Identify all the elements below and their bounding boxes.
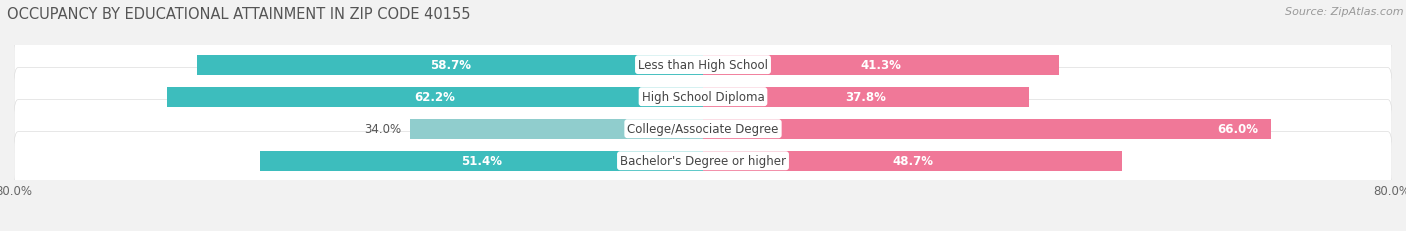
Text: OCCUPANCY BY EDUCATIONAL ATTAINMENT IN ZIP CODE 40155: OCCUPANCY BY EDUCATIONAL ATTAINMENT IN Z… [7,7,471,22]
Text: 58.7%: 58.7% [430,59,471,72]
FancyBboxPatch shape [14,100,1392,158]
Bar [703,55,1059,75]
Bar [703,119,1271,139]
FancyBboxPatch shape [14,132,1392,190]
Text: 62.2%: 62.2% [415,91,456,104]
Bar [167,87,703,107]
Text: 48.7%: 48.7% [893,155,934,167]
Text: College/Associate Degree: College/Associate Degree [627,123,779,136]
Bar [197,55,703,75]
FancyBboxPatch shape [14,68,1392,126]
FancyBboxPatch shape [14,36,1392,94]
Text: Less than High School: Less than High School [638,59,768,72]
Bar [703,87,1029,107]
Bar [260,151,703,171]
Text: 66.0%: 66.0% [1218,123,1258,136]
Text: 41.3%: 41.3% [860,59,901,72]
Text: High School Diploma: High School Diploma [641,91,765,104]
Text: Source: ZipAtlas.com: Source: ZipAtlas.com [1285,7,1403,17]
Text: Bachelor's Degree or higher: Bachelor's Degree or higher [620,155,786,167]
Bar [703,151,1122,171]
Text: 37.8%: 37.8% [845,91,886,104]
Text: 51.4%: 51.4% [461,155,502,167]
Bar [411,119,703,139]
Text: 34.0%: 34.0% [364,123,402,136]
